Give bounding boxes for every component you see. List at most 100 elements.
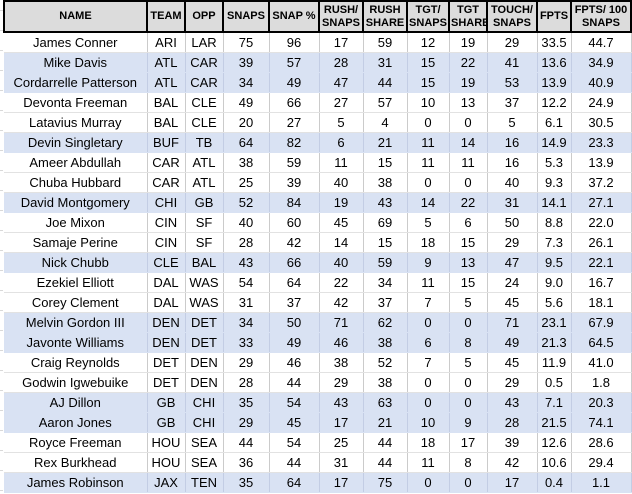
cell-rush-share[interactable]: 38 <box>363 372 408 393</box>
cell-rush-share[interactable]: 38 <box>363 332 408 353</box>
cell-rush-share[interactable]: 15 <box>363 152 408 173</box>
cell-team[interactable]: CAR <box>147 172 186 193</box>
cell-name[interactable]: AJ Dillon <box>4 392 148 413</box>
cell-opp[interactable]: WAS <box>185 292 224 313</box>
cell-fpts[interactable]: 14.9 <box>537 132 572 153</box>
cell-fpts-100[interactable]: 20.3 <box>571 392 632 413</box>
cell-tgt-snaps[interactable]: 14 <box>407 192 450 213</box>
cell-touch-snaps[interactable]: 41 <box>487 52 538 73</box>
cell-fpts[interactable]: 6.1 <box>537 112 572 133</box>
cell-snaps[interactable]: 35 <box>223 472 270 493</box>
cell-snaps[interactable]: 40 <box>223 212 270 233</box>
cell-tgt-share[interactable]: 17 <box>449 432 488 453</box>
column-header-tgt-snaps[interactable]: TGT/ SNAPS <box>406 0 450 33</box>
cell-team[interactable]: DAL <box>147 292 186 313</box>
cell-tgt-share[interactable]: 22 <box>449 52 488 73</box>
cell-touch-snaps[interactable]: 42 <box>487 452 538 473</box>
cell-opp[interactable]: TEN <box>185 472 224 493</box>
cell-tgt-snaps[interactable]: 9 <box>407 252 450 273</box>
cell-touch-snaps[interactable]: 45 <box>487 292 538 313</box>
cell-rush-share[interactable]: 37 <box>363 292 408 313</box>
cell-fpts-100[interactable]: 41.0 <box>571 352 632 373</box>
cell-tgt-snaps[interactable]: 0 <box>407 312 450 333</box>
cell-rush-share[interactable]: 31 <box>363 52 408 73</box>
cell-name[interactable]: Aaron Jones <box>4 412 148 433</box>
cell-tgt-snaps[interactable]: 12 <box>407 32 450 53</box>
cell-tgt-snaps[interactable]: 10 <box>407 92 450 113</box>
cell-snaps[interactable]: 31 <box>223 292 270 313</box>
column-header-fpts[interactable]: FPTS <box>536 0 572 33</box>
cell-rush-snaps[interactable]: 40 <box>319 172 364 193</box>
cell-fpts[interactable]: 9.0 <box>537 272 572 293</box>
cell-fpts-100[interactable]: 34.9 <box>571 52 632 73</box>
cell-name[interactable]: James Conner <box>4 32 148 53</box>
cell-rush-snaps[interactable]: 46 <box>319 332 364 353</box>
cell-fpts[interactable]: 11.9 <box>537 352 572 373</box>
cell-rush-snaps[interactable]: 27 <box>319 92 364 113</box>
cell-tgt-share[interactable]: 19 <box>449 72 488 93</box>
cell-fpts[interactable]: 21.3 <box>537 332 572 353</box>
cell-rush-snaps[interactable]: 42 <box>319 292 364 313</box>
cell-rush-share[interactable]: 62 <box>363 312 408 333</box>
cell-snaps[interactable]: 29 <box>223 352 270 373</box>
cell-tgt-snaps[interactable]: 18 <box>407 232 450 253</box>
cell-team[interactable]: CIN <box>147 212 186 233</box>
cell-touch-snaps[interactable]: 28 <box>487 412 538 433</box>
cell-rush-share[interactable]: 52 <box>363 352 408 373</box>
cell-snap-pct[interactable]: 66 <box>269 92 320 113</box>
cell-snap-pct[interactable]: 60 <box>269 212 320 233</box>
cell-tgt-share[interactable]: 8 <box>449 452 488 473</box>
cell-snaps[interactable]: 43 <box>223 252 270 273</box>
cell-team[interactable]: CLE <box>147 252 186 273</box>
cell-snaps[interactable]: 75 <box>223 32 270 53</box>
cell-name[interactable]: Mike Davis <box>4 52 148 73</box>
cell-snaps[interactable]: 64 <box>223 132 270 153</box>
cell-rush-snaps[interactable]: 71 <box>319 312 364 333</box>
cell-fpts-100[interactable]: 37.2 <box>571 172 632 193</box>
column-header-team[interactable]: TEAM <box>146 0 186 33</box>
cell-fpts[interactable]: 12.6 <box>537 432 572 453</box>
cell-rush-snaps[interactable]: 40 <box>319 252 364 273</box>
cell-fpts-100[interactable]: 13.9 <box>571 152 632 173</box>
cell-tgt-snaps[interactable]: 6 <box>407 332 450 353</box>
cell-name[interactable]: Ameer Abdullah <box>4 152 148 173</box>
cell-opp[interactable]: CAR <box>185 72 224 93</box>
cell-team[interactable]: DEN <box>147 332 186 353</box>
cell-snaps[interactable]: 33 <box>223 332 270 353</box>
cell-fpts[interactable]: 9.5 <box>537 252 572 273</box>
cell-tgt-snaps[interactable]: 7 <box>407 352 450 373</box>
cell-fpts[interactable]: 7.3 <box>537 232 572 253</box>
cell-tgt-share[interactable]: 9 <box>449 412 488 433</box>
cell-team[interactable]: DAL <box>147 272 186 293</box>
cell-touch-snaps[interactable]: 49 <box>487 332 538 353</box>
cell-rush-snaps[interactable]: 14 <box>319 232 364 253</box>
cell-snaps[interactable]: 54 <box>223 272 270 293</box>
cell-touch-snaps[interactable]: 47 <box>487 252 538 273</box>
cell-fpts[interactable]: 0.4 <box>537 472 572 493</box>
cell-fpts[interactable]: 12.2 <box>537 92 572 113</box>
cell-fpts-100[interactable]: 26.1 <box>571 232 632 253</box>
cell-fpts[interactable]: 14.1 <box>537 192 572 213</box>
cell-snap-pct[interactable]: 57 <box>269 52 320 73</box>
cell-snaps[interactable]: 28 <box>223 232 270 253</box>
cell-tgt-share[interactable]: 0 <box>449 112 488 133</box>
cell-tgt-share[interactable]: 13 <box>449 92 488 113</box>
cell-fpts-100[interactable]: 16.7 <box>571 272 632 293</box>
cell-name[interactable]: Melvin Gordon III <box>4 312 148 333</box>
cell-name[interactable]: Chuba Hubbard <box>4 172 148 193</box>
cell-team[interactable]: CIN <box>147 232 186 253</box>
cell-name[interactable]: Cordarrelle Patterson <box>4 72 148 93</box>
cell-touch-snaps[interactable]: 17 <box>487 472 538 493</box>
cell-fpts[interactable]: 13.6 <box>537 52 572 73</box>
cell-snap-pct[interactable]: 50 <box>269 312 320 333</box>
cell-opp[interactable]: ATL <box>185 152 224 173</box>
column-header-touch-snaps[interactable]: TOUCH/ SNAPS <box>486 0 538 33</box>
cell-opp[interactable]: LAR <box>185 32 224 53</box>
cell-team[interactable]: DET <box>147 352 186 373</box>
cell-snap-pct[interactable]: 54 <box>269 432 320 453</box>
cell-tgt-snaps[interactable]: 0 <box>407 372 450 393</box>
cell-tgt-snaps[interactable]: 10 <box>407 412 450 433</box>
cell-team[interactable]: HOU <box>147 432 186 453</box>
column-header-opp[interactable]: OPP <box>184 0 224 33</box>
cell-snap-pct[interactable]: 44 <box>269 372 320 393</box>
